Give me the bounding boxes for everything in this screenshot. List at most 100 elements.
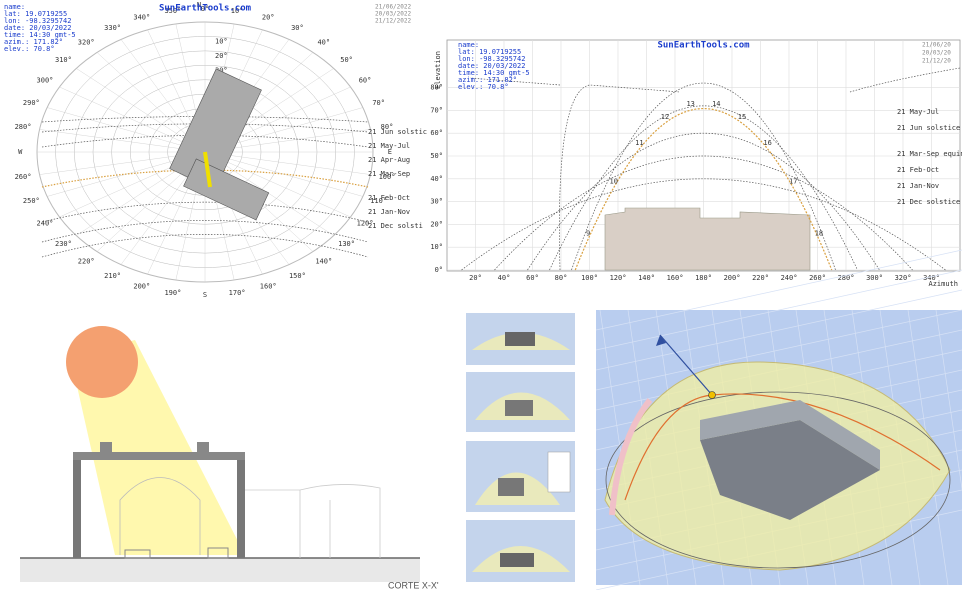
path-highlight [609, 398, 653, 516]
y-tick-label: 50° [430, 152, 443, 160]
info-line: name: [458, 41, 479, 49]
path-label: 21 Jun solstic [368, 128, 427, 136]
path-label: 21 May-Jul [897, 108, 939, 116]
site-title: SunEarthTools.com [159, 4, 252, 14]
azimuth-label: 330° [104, 24, 121, 32]
info-line: azim.: 171.82° [4, 38, 63, 46]
azimuth-label: 260° [15, 173, 32, 181]
wall [73, 452, 81, 558]
azimuth-label: 100° [379, 173, 396, 181]
sun-path [41, 234, 369, 258]
elevation-label: 10° [215, 37, 228, 45]
path-label: 21 Jun solstice [897, 124, 960, 132]
x-tick-label: 300° [866, 274, 883, 282]
sun-path-equinox [574, 107, 833, 271]
arch [119, 477, 201, 555]
sun-vector [659, 334, 713, 396]
x-tick-label: 220° [752, 274, 769, 282]
x-tick-label: 240° [781, 274, 798, 282]
y-tick-label: 0° [435, 266, 443, 274]
azimuth-label: 50° [340, 56, 353, 64]
x-tick-label: 320° [895, 274, 912, 282]
info-line: lon: -98.3295742 [458, 55, 525, 63]
y-tick-label: 20° [430, 220, 443, 228]
azimuth-label: W [18, 148, 23, 156]
hour-label: 12 [661, 113, 669, 121]
building-plan [169, 68, 270, 221]
sun-position [708, 391, 716, 399]
x-axis-label: Azimuth [928, 280, 958, 288]
x-tick-label: 260° [809, 274, 826, 282]
site-title: SunEarthTools.com [657, 41, 750, 51]
azimuth-label: 240° [37, 220, 54, 228]
sun-path [41, 201, 369, 223]
path-label: 21 Mar-Sep [368, 170, 410, 178]
arrowhead [656, 335, 666, 346]
building [498, 478, 524, 496]
info-line: lat: 19.0719255 [4, 10, 67, 18]
hour-label: 16 [763, 139, 771, 147]
info-line: name: [4, 3, 25, 11]
azimuth-ray [47, 107, 206, 153]
y-tick-label: 80° [430, 84, 443, 92]
legend-entry: 21/12/20 [922, 58, 951, 65]
polar-chart: 0° 10° 20° 30° 40° 50° 60° 70° 80° E 100° 110° 120° 1… [4, 1, 427, 299]
azimuth-label: E [388, 148, 392, 156]
path-label: 21 May-Jul [368, 142, 410, 150]
legend-entry: 21/06/2022 [375, 4, 412, 11]
path-label: 21 Jan-Nov [368, 208, 410, 216]
hour-label: 17 [789, 178, 797, 186]
panel [547, 451, 571, 493]
parapet [197, 442, 209, 456]
north-label: N [197, 1, 201, 9]
legend-entry: 20/03/20 [922, 50, 951, 57]
azimuth-label: 280° [15, 123, 32, 131]
x-tick-label: 20° [469, 274, 482, 282]
x-tick-label: 40° [498, 274, 511, 282]
info-line: elev.: 70.8° [4, 45, 55, 53]
info-line: date: 20/03/2022 [4, 24, 71, 32]
sun-path [494, 155, 913, 271]
x-tick-label: 280° [838, 274, 855, 282]
azimuth-label: 190° [164, 289, 181, 297]
azimuth-label: 0° [201, 5, 209, 13]
info-line: date: 20/03/2022 [458, 62, 525, 70]
path-label: 21 Dec solstice [897, 198, 960, 206]
info-line: time: 14:30 gmt-5 [4, 31, 76, 39]
azimuth-label: 250° [23, 197, 40, 205]
x-tick-label: 80° [555, 274, 568, 282]
azimuth-label: 320° [78, 38, 95, 46]
building [505, 400, 533, 416]
adjacent-building [245, 484, 381, 558]
y-tick-label: 40° [430, 175, 443, 183]
horizon [605, 391, 951, 569]
hour-label: 13 [686, 100, 694, 108]
hour-label: 9 [586, 229, 590, 237]
azimuth-label: 340° [133, 14, 150, 22]
azimuth-ray [204, 151, 334, 236]
hour-label: 18 [815, 229, 823, 237]
sun-path [549, 105, 858, 271]
building [700, 420, 880, 520]
hour-label: 10 [610, 178, 618, 186]
info-line: lat: 19.0719255 [458, 48, 521, 56]
azimuth-label: 350° [164, 7, 181, 15]
section-drawing: CORTE X-X' [20, 326, 439, 590]
3d-views [466, 249, 962, 590]
azimuth-label: 170° [229, 289, 246, 297]
path-label: 21 Mar-Sep equino [897, 150, 962, 158]
info-line: azim.: 171.82° [458, 76, 517, 84]
sun-path [41, 135, 369, 148]
azimuth-ray [39, 129, 206, 153]
azimuth-label: 140° [315, 258, 332, 266]
y-tick-label: 60° [430, 129, 443, 137]
azimuth-ray [204, 151, 351, 218]
x-tick-label: 160° [667, 274, 684, 282]
x-tick-label: 340° [923, 274, 940, 282]
grid-line [599, 309, 641, 586]
y-tick-label: 30° [430, 198, 443, 206]
legend-entry: 21/06/20 [922, 42, 951, 49]
grid-line [595, 269, 962, 351]
elevation-label: 30° [215, 66, 228, 74]
